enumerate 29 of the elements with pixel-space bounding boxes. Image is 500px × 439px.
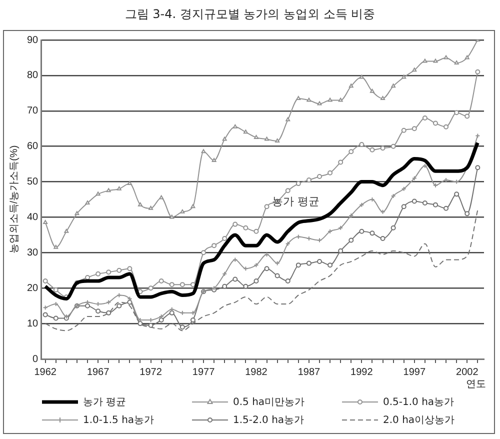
x-tick-label: 1972 xyxy=(140,366,162,378)
x-tick-label: 2002 xyxy=(456,366,479,378)
legend-label: 0.5-1.0 ha농가 xyxy=(383,396,454,409)
legend-label: 1.0-1.5 ha농가 xyxy=(83,414,154,427)
legend-label: 1.5-2.0 ha농가 xyxy=(233,414,304,427)
annotation: 농가 평균 xyxy=(272,194,320,209)
legend-label: 0.5 ha미만농가 xyxy=(233,396,305,409)
y-tick-label: 0 xyxy=(32,354,39,365)
x-tick-label: 1962 xyxy=(34,366,57,378)
y-axis-title: 농업외소득/농가소득(%) xyxy=(8,145,20,254)
y-tick-label: 80 xyxy=(27,70,39,82)
y-tick-label: 20 xyxy=(27,282,39,294)
x-tick-label: 1992 xyxy=(350,366,374,378)
y-tick-label: 50 xyxy=(27,176,39,188)
y-tick-label: 60 xyxy=(27,141,39,152)
chart-title: 그림 3-4. 경지규모별 농가의 농업외 소득 비중 xyxy=(124,6,376,23)
x-tick-label: 1967 xyxy=(86,366,110,378)
x-axis-title: 연도 xyxy=(466,378,486,391)
legend-label: 농가 평균 xyxy=(83,396,126,409)
y-tick-label: 30 xyxy=(27,247,39,258)
y-tick-label: 70 xyxy=(27,106,39,117)
x-tick-label: 1987 xyxy=(298,366,321,378)
y-tick-label: 40 xyxy=(27,212,39,223)
x-tick-label: 1982 xyxy=(245,366,268,378)
x-tick-label: 1977 xyxy=(192,366,216,378)
y-tick-label: 10 xyxy=(27,318,39,330)
x-tick-label: 1997 xyxy=(403,366,426,378)
y-tick-label: 90 xyxy=(27,34,39,46)
legend-label: 2.0 ha이상농가 xyxy=(383,414,455,427)
